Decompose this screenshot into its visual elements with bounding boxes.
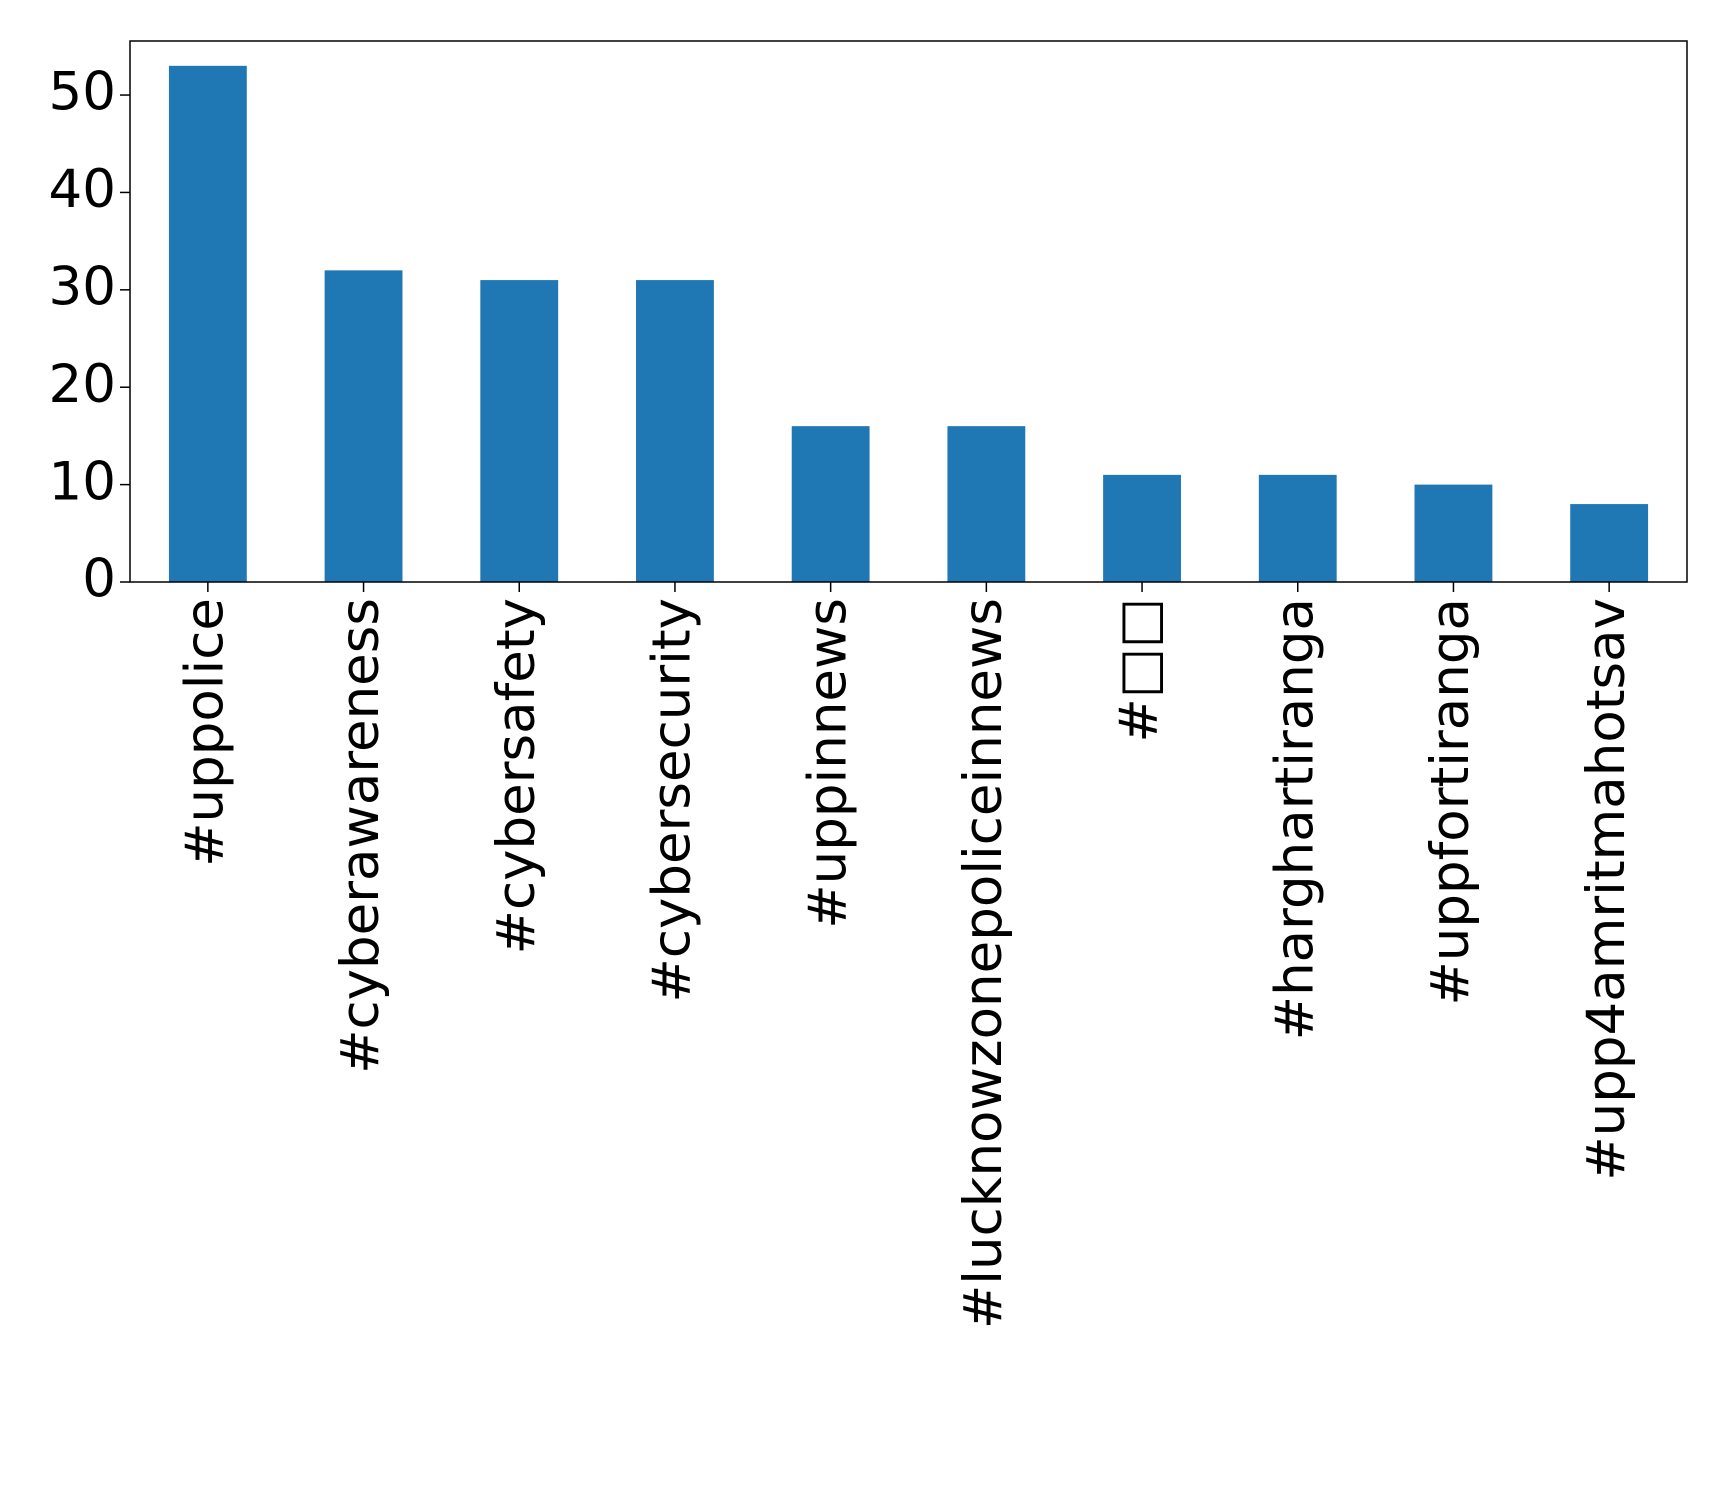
x-tick-label: #□□ — [1109, 598, 1170, 743]
bar — [1103, 474, 1181, 582]
bar — [1258, 474, 1337, 582]
y-tick-label: 50 — [49, 62, 116, 123]
y-tick-label: 40 — [49, 159, 116, 220]
bar — [1570, 504, 1649, 582]
x-tick-label: #lucknowzonepoliceinnews — [953, 598, 1014, 1329]
bar — [324, 270, 403, 582]
x-tick-label: #uppolice — [174, 598, 235, 867]
x-tick-label: #uppfortiranga — [1420, 598, 1481, 1006]
y-tick-label: 20 — [49, 354, 116, 415]
x-tick-label: #harghartiranga — [1264, 598, 1325, 1040]
bar — [947, 426, 1026, 582]
bar — [1414, 484, 1493, 582]
x-tick-label: #upp4amritmahotsav — [1576, 598, 1637, 1181]
bar — [168, 65, 247, 583]
x-tick-label: #uppinnews — [797, 598, 858, 929]
x-tick-label: #cybersafety — [486, 598, 547, 954]
bar — [480, 280, 559, 582]
y-tick-label: 0 — [82, 549, 116, 610]
bar — [791, 426, 870, 582]
y-tick-label: 30 — [49, 256, 116, 317]
x-tick-label: #cybersecurity — [642, 598, 703, 1003]
y-tick-label: 10 — [49, 451, 116, 512]
x-tick-label: #cyberawareness — [330, 598, 391, 1074]
plot-frame — [129, 40, 1688, 583]
bar — [636, 280, 714, 582]
